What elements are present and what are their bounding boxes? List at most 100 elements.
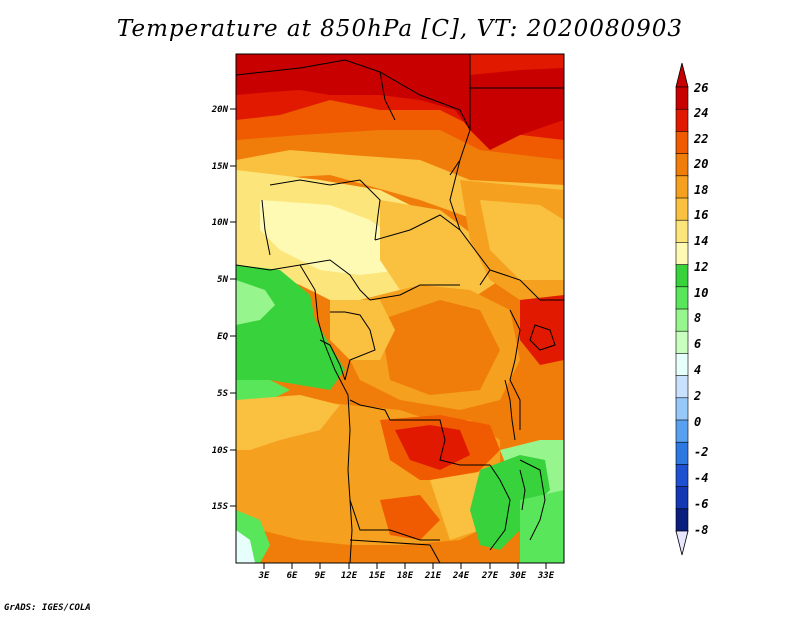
colorbar-swatch — [675, 353, 689, 377]
colorbar-swatch — [675, 197, 689, 222]
colorbar-swatch — [675, 375, 689, 399]
border-drc-east — [509, 309, 521, 430]
colorbar-swatch — [675, 175, 689, 199]
colorbar-swatch — [675, 153, 689, 177]
lon-label: 15E — [369, 571, 386, 581]
field-warm1-greatlakes — [520, 295, 564, 365]
colorbar-label: 0 — [694, 415, 701, 429]
colorbar-label: 12 — [694, 260, 708, 274]
field-warm7-central — [260, 200, 410, 275]
border-gabon — [319, 339, 346, 381]
colorbar — [675, 62, 689, 556]
colorbar-top-arrow — [675, 62, 689, 88]
lon-label: 3E — [258, 571, 270, 581]
lon-label: 12E — [341, 571, 358, 581]
border-lake-victoria — [529, 324, 556, 351]
lat-label: 5N — [217, 275, 228, 285]
colorbar-swatch — [675, 108, 689, 133]
field-green2-south-atlantic — [236, 380, 290, 405]
colorbar-label: -6 — [694, 497, 708, 511]
colorbar-swatch — [675, 308, 689, 333]
colorbar-labels: 26 24 22 20 18 16 14 12 10 8 6 4 2 0 -2 … — [693, 81, 708, 537]
colorbar-swatch — [675, 330, 689, 355]
colorbar-label: 22 — [693, 132, 708, 146]
field-green2-southeast — [520, 490, 564, 563]
lat-label: 10N — [212, 218, 229, 228]
field-warm5-congo — [330, 300, 395, 360]
colorbar-label: 8 — [694, 311, 701, 325]
colorbar-label: 26 — [693, 81, 708, 95]
border-north-3 — [449, 54, 471, 176]
border-atlantic-coast — [299, 264, 353, 563]
field-warm6-west — [236, 180, 260, 260]
colorbar-swatch — [675, 464, 689, 488]
border-ethiopia — [489, 269, 564, 301]
field-warm3-congo — [380, 300, 500, 395]
colorbar-swatch — [675, 286, 689, 310]
border-drc-south — [349, 399, 490, 466]
field-warm1-zambia — [395, 425, 470, 470]
lon-label: 30E — [509, 571, 527, 581]
colorbar-label: 6 — [694, 337, 701, 351]
lat-labels: 20N 15N 10N 5N EQ 5S 10S 15S — [211, 105, 229, 512]
colorbar-bottom-arrow — [675, 530, 689, 556]
lon-label: 6E — [287, 571, 298, 581]
colorbar-swatch — [675, 508, 689, 532]
lon-labels: 3E 6E 9E 12E 15E 18E 21E 24E 27E 30E 33E — [258, 571, 555, 581]
border-angola-south — [349, 499, 440, 541]
colorbar-swatch — [675, 219, 689, 244]
lon-label: 27E — [481, 571, 499, 581]
lat-label: 15N — [212, 162, 229, 172]
lat-label: EQ — [217, 332, 228, 342]
field-hot-north — [236, 54, 564, 150]
border-north-2 — [379, 71, 396, 121]
colorbar-label: 24 — [693, 106, 708, 120]
field-warm2-south2 — [380, 495, 440, 540]
field-warm5-east — [480, 200, 564, 280]
credit-text: GrADS: IGES/COLA — [4, 603, 91, 613]
country-borders — [236, 54, 564, 563]
border-car — [374, 214, 491, 286]
colorbar-swatch — [675, 419, 689, 444]
lon-axis — [263, 563, 547, 569]
border-zambia-east — [489, 464, 511, 551]
border-mozambique — [519, 459, 546, 541]
lat-label: 5S — [217, 389, 228, 399]
colorbar-label: -2 — [694, 445, 708, 459]
border-cameroon — [299, 259, 371, 301]
border-coast-west — [236, 264, 301, 271]
colorbar-swatch — [675, 86, 689, 111]
colorbar-label: 14 — [694, 234, 708, 248]
border-lake-malawi — [519, 469, 526, 511]
border-lake-tanganyika — [504, 379, 516, 441]
colorbar-label: -4 — [694, 471, 708, 485]
colorbar-swatch — [675, 441, 689, 466]
colorbar-label: 10 — [694, 286, 708, 300]
colorbar-swatch — [675, 397, 689, 421]
colorbar-label: 2 — [693, 389, 701, 403]
lat-label: 10S — [212, 446, 229, 456]
lat-label: 15S — [212, 502, 229, 512]
field-green3-atlantic — [236, 280, 275, 325]
colorbar-label: 18 — [694, 183, 708, 197]
border-car-south — [369, 284, 460, 301]
temperature-field — [236, 54, 564, 563]
field-warm5-central — [380, 200, 500, 300]
colorbar-swatch — [675, 264, 689, 288]
field-cyan-southwest — [236, 530, 255, 563]
border-nigeria-west — [261, 199, 271, 256]
colorbar-label: 20 — [693, 157, 708, 171]
border-nigeria-north — [269, 179, 361, 186]
lon-label: 9E — [315, 571, 326, 581]
map-frame — [235, 53, 565, 564]
border-chad-north — [359, 179, 381, 241]
colorbar-label: 16 — [694, 208, 708, 222]
lon-label: 18E — [397, 571, 414, 581]
border-congo-rep — [330, 311, 376, 381]
map-title: Temperature at 850hPa [C], VT: 202008090… — [116, 16, 684, 42]
colorbar-swatch — [675, 242, 689, 266]
lon-label: 24E — [452, 571, 470, 581]
lat-label: 20N — [211, 105, 229, 115]
lon-label: 33E — [537, 571, 555, 581]
